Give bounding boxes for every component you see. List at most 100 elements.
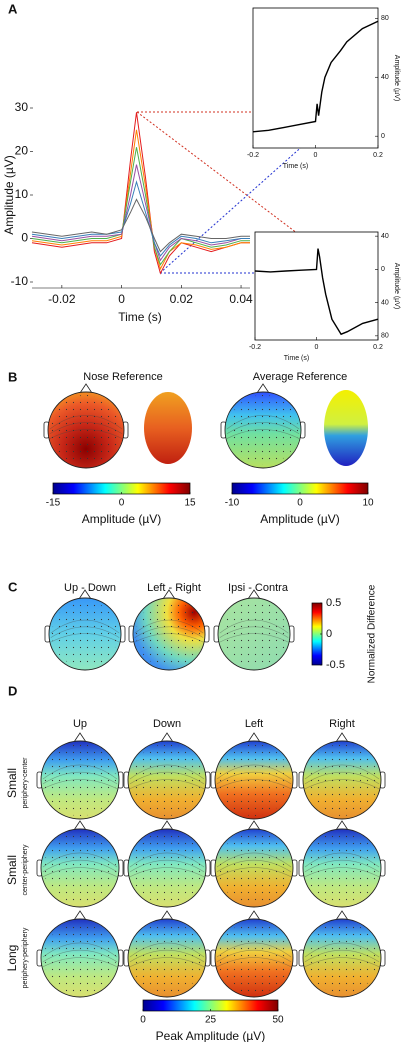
topomap [220, 383, 306, 469]
x-tick-label: 0.04 [229, 292, 253, 306]
data-line [31, 147, 250, 266]
connector [136, 111, 319, 250]
nose [73, 732, 87, 743]
y-tick-label: -10 [11, 274, 29, 288]
colorbar-tick-label: 0 [326, 628, 332, 640]
topomap [298, 910, 386, 998]
electrodes [228, 395, 298, 465]
row-label: Small [5, 768, 19, 798]
colorbar-tick-label: -0.5 [326, 659, 345, 671]
colorbar-tick-label: 10 [362, 498, 374, 509]
y-tick-label: 80 [381, 15, 389, 22]
data-line [252, 20, 379, 133]
y-axis-label: Amplitude (µV) [393, 263, 400, 309]
topomap-title: Up - Down [64, 582, 116, 594]
x-tick-label: 0.2 [373, 344, 383, 351]
nose [256, 383, 270, 394]
colorbar-tick-label: -10 [225, 498, 240, 509]
x-tick-label: 0 [315, 344, 319, 351]
electrodes [306, 744, 378, 816]
nose [247, 732, 261, 743]
nose [160, 732, 174, 743]
colorbar-tick-label: 25 [205, 1015, 217, 1026]
electrodes [218, 922, 290, 994]
panel-letter: C [8, 579, 18, 594]
topomap [298, 732, 386, 820]
topomap-title: Nose Reference [83, 371, 163, 383]
colorbar-tick-label: 15 [184, 498, 196, 509]
colorbar-label: Normalized Difference [367, 584, 378, 683]
x-axis-label: Time (s) [284, 355, 309, 362]
nose [335, 732, 349, 743]
topomap-title: Average Reference [253, 371, 348, 383]
data-line [254, 248, 379, 336]
nose [79, 383, 93, 394]
topomap-title: Right [329, 718, 355, 730]
electrodes [51, 395, 121, 465]
head-3d [144, 392, 192, 464]
x-tick-label: -0.2 [247, 152, 259, 159]
topomap-title: Up [73, 718, 87, 730]
topomap [123, 732, 211, 820]
y-tick-label: 0 [381, 266, 385, 273]
y-tick-label: 10 [15, 187, 29, 201]
topomap [43, 383, 129, 469]
topomap [36, 732, 124, 820]
nose [247, 820, 261, 831]
nose [335, 820, 349, 831]
x-axis-label: Time (s) [283, 163, 308, 170]
electrodes [44, 832, 116, 904]
head-3d [324, 390, 368, 466]
colorbar-tick-label: 0 [119, 498, 125, 509]
row-sublabel: periphery-center [22, 757, 29, 809]
x-tick-label: 0.02 [170, 292, 194, 306]
topomap [36, 820, 124, 908]
row-sublabel: periphery-periphery [22, 927, 29, 988]
y-tick-label: 40 [381, 233, 389, 240]
topomap [123, 820, 211, 908]
colorbar-tick-label: -15 [46, 498, 61, 509]
y-tick-label: 20 [15, 144, 29, 158]
electrodes [44, 922, 116, 994]
colorbar-label: Peak Amplitude (µV) [156, 1029, 266, 1042]
topomap [213, 589, 295, 671]
topomap [44, 589, 126, 671]
electrodes [218, 832, 290, 904]
colorbar-tick-label: 50 [272, 1015, 284, 1026]
data-line [31, 129, 250, 271]
electrodes [306, 922, 378, 994]
plot-frame [252, 7, 379, 149]
topomap [210, 732, 298, 820]
y-tick-label: 30 [15, 100, 29, 114]
data-line [31, 198, 250, 253]
nose [160, 820, 174, 831]
nose [247, 910, 261, 921]
x-tick-label: -0.02 [48, 292, 76, 306]
colorbar-tick-label: 0 [297, 498, 303, 509]
y-tick-label: 40 [381, 74, 389, 81]
row-label: Small [5, 855, 19, 885]
topomap-title: Left [245, 718, 263, 730]
y-tick-label: 0 [21, 231, 28, 245]
electrodes [131, 922, 203, 994]
nose [247, 589, 261, 600]
electrodes [131, 744, 203, 816]
plot-frame [254, 231, 379, 341]
topomap [123, 910, 211, 998]
electrodes [221, 601, 287, 667]
data-line [31, 180, 250, 257]
y-axis-label: Amplitude (µV) [2, 155, 16, 235]
electrodes [52, 601, 118, 667]
data-line [31, 112, 250, 275]
panel-letter: D [8, 683, 17, 698]
nose [73, 910, 87, 921]
electrodes [306, 832, 378, 904]
colorbar-tick-label: 0 [140, 1015, 146, 1026]
panel-letter: B [8, 369, 17, 384]
nose [160, 910, 174, 921]
colorbar-label: Amplitude (µV) [260, 512, 340, 526]
topomap [210, 820, 298, 908]
topomap-title: Left - Right [147, 582, 201, 594]
y-tick-label: 40 [381, 299, 389, 306]
electrodes [218, 744, 290, 816]
